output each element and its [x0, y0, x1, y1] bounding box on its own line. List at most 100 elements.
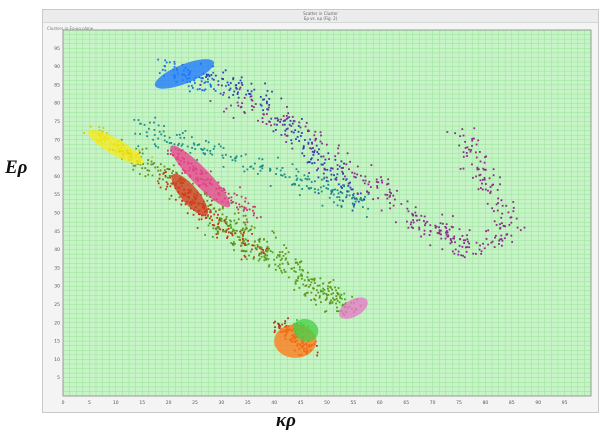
data-point — [278, 323, 280, 326]
data-point — [217, 221, 220, 224]
data-point — [435, 225, 438, 228]
data-point — [487, 189, 489, 192]
data-point — [163, 139, 166, 142]
data-point — [453, 237, 455, 240]
data-point — [317, 167, 320, 170]
data-point — [316, 354, 319, 357]
data-point — [135, 147, 138, 150]
data-point — [330, 293, 333, 296]
data-point — [308, 172, 311, 174]
data-point — [462, 151, 465, 154]
data-point — [244, 244, 246, 247]
data-point — [326, 294, 328, 297]
data-point — [222, 93, 225, 96]
data-point — [329, 301, 331, 304]
data-point — [336, 291, 339, 294]
data-point — [159, 163, 162, 166]
data-point — [381, 181, 384, 184]
data-point — [236, 206, 238, 209]
data-point — [327, 294, 330, 296]
data-point — [253, 244, 256, 247]
data-point — [240, 229, 243, 232]
data-point — [313, 151, 315, 154]
grid — [62, 29, 592, 397]
data-point — [203, 89, 206, 92]
data-point — [260, 248, 263, 251]
data-point — [230, 196, 233, 199]
data-point — [380, 176, 382, 179]
data-point — [320, 290, 322, 293]
data-point — [281, 251, 284, 253]
data-point — [253, 256, 255, 259]
data-point — [261, 117, 264, 120]
data-point — [139, 133, 142, 135]
data-point — [462, 239, 465, 242]
data-point — [341, 170, 344, 173]
data-point — [294, 282, 297, 285]
data-point — [222, 228, 225, 231]
data-point — [308, 279, 311, 282]
data-point — [316, 169, 318, 172]
data-point — [476, 166, 479, 169]
data-point — [320, 301, 322, 304]
data-point — [504, 225, 507, 228]
y-tick-label: 5 — [57, 375, 60, 381]
data-point — [295, 174, 298, 177]
data-point — [380, 179, 383, 182]
data-point — [343, 185, 346, 188]
data-point — [211, 236, 214, 238]
data-point — [181, 143, 184, 146]
data-point — [216, 226, 219, 229]
data-point — [322, 172, 325, 175]
data-point — [489, 186, 492, 188]
data-point — [250, 98, 253, 101]
data-point — [277, 265, 280, 268]
data-point — [323, 167, 326, 170]
y-tick-label: 40 — [54, 247, 60, 253]
data-point — [237, 96, 240, 99]
data-point — [468, 229, 471, 232]
data-point — [240, 244, 243, 247]
data-point — [311, 142, 314, 145]
data-point — [221, 77, 223, 80]
data-point — [213, 88, 215, 91]
data-point — [273, 331, 276, 334]
data-point — [305, 292, 308, 294]
data-point — [333, 299, 335, 301]
data-point — [244, 214, 247, 217]
data-point — [332, 292, 335, 295]
data-point — [221, 207, 224, 210]
data-point — [284, 258, 287, 261]
data-point — [363, 182, 366, 185]
data-point — [216, 231, 219, 234]
data-point — [276, 123, 278, 126]
data-point — [466, 246, 469, 248]
data-point — [296, 319, 298, 321]
data-point — [272, 130, 275, 133]
data-point — [447, 235, 450, 238]
data-point — [325, 187, 328, 190]
data-point — [196, 144, 199, 146]
data-point — [491, 207, 494, 210]
data-point — [284, 270, 286, 273]
data-point — [234, 222, 237, 225]
data-point — [232, 244, 235, 247]
data-point — [190, 84, 193, 87]
data-point — [232, 241, 235, 244]
data-point — [477, 139, 480, 142]
data-point — [331, 167, 334, 170]
data-point — [464, 239, 467, 242]
data-point — [325, 180, 328, 182]
data-point — [292, 119, 295, 122]
data-point — [330, 173, 333, 176]
data-point — [461, 234, 464, 237]
data-point — [370, 186, 372, 188]
data-point — [351, 171, 354, 174]
data-point — [279, 121, 282, 123]
data-point — [438, 226, 440, 229]
data-point — [207, 208, 210, 210]
data-point — [377, 181, 380, 184]
data-point — [484, 188, 487, 191]
x-tick-label: 60 — [377, 400, 383, 406]
y-tick-label: 60 — [54, 174, 60, 180]
